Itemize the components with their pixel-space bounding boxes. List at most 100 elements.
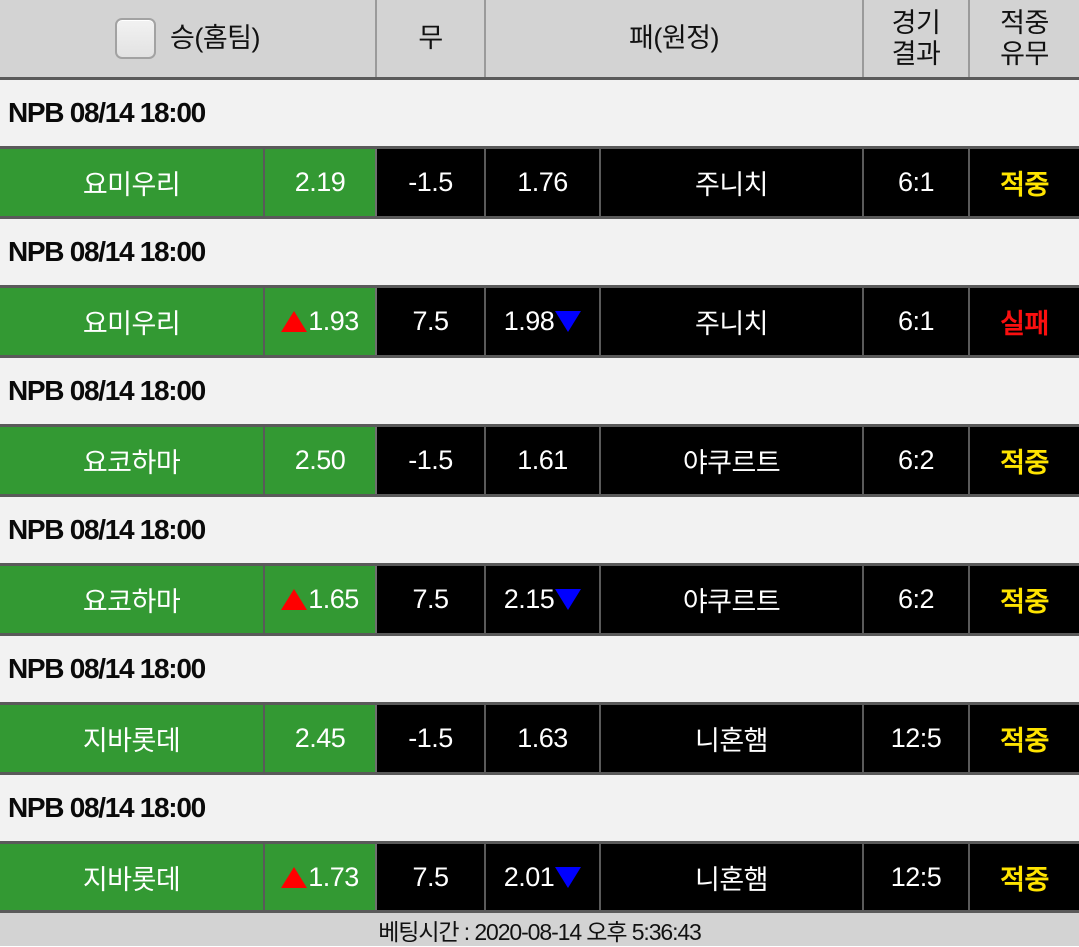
away-odds-cell[interactable]: 1.61	[486, 427, 601, 494]
away-odds-cell[interactable]: 1.63	[486, 705, 601, 772]
home-odds-value: 2.50	[294, 445, 346, 475]
match-header: NPB 08/14 18:00	[0, 775, 1079, 844]
hit-status-badge: 적중	[1000, 865, 1049, 895]
home-odds-cell[interactable]: 2.19	[265, 149, 377, 216]
handicap-cell: -1.5	[377, 427, 486, 494]
bet-row[interactable]: 요코하마 2.50 -1.5 1.61 야쿠르트 6:2 적중	[0, 427, 1079, 497]
hit-status-cell: 실패	[970, 288, 1079, 355]
match-header: NPB 08/14 18:00	[0, 497, 1079, 566]
handicap-value: 7.5	[412, 862, 449, 892]
handicap-value: -1.5	[408, 723, 453, 753]
away-odds-cell[interactable]: 1.98	[486, 288, 601, 355]
score-value: 6:1	[897, 167, 935, 197]
score-value: 6:2	[897, 584, 935, 614]
bet-row[interactable]: 요미우리 2.19 -1.5 1.76 주니치 6:1 적중	[0, 149, 1079, 219]
score-cell: 6:2	[864, 427, 970, 494]
hit-status-cell: 적중	[970, 149, 1079, 216]
score-value: 6:1	[897, 306, 935, 336]
hit-status-cell: 적중	[970, 566, 1079, 633]
handicap-value: -1.5	[408, 167, 453, 197]
away-odds-value: 1.98	[503, 306, 555, 336]
home-odds-wrap: 1.93	[281, 306, 359, 337]
column-header-draw-label: 무	[418, 23, 443, 54]
away-team-name: 주니치	[694, 170, 769, 200]
column-header-result-line2: 결과	[891, 38, 941, 69]
home-team-cell[interactable]: 요미우리	[0, 149, 265, 216]
home-odds-value: 1.65	[308, 584, 359, 614]
home-team-cell[interactable]: 요미우리	[0, 288, 265, 355]
match-header: NPB 08/14 18:00	[0, 358, 1079, 427]
away-team-cell[interactable]: 니혼햄	[601, 705, 864, 772]
bet-row[interactable]: 지바롯데 2.45 -1.5 1.63 니혼햄 12:5 적중	[0, 705, 1079, 775]
away-odds-value: 1.76	[517, 167, 568, 197]
trend-down-icon	[555, 311, 582, 332]
bet-list: NPB 08/14 18:00 요미우리 2.19 -1.5 1.76 주니치 6:1 적중 N…	[0, 80, 1079, 910]
away-odds-value: 2.15	[503, 584, 555, 614]
home-team-name: 요코하마	[82, 448, 181, 478]
home-team-cell[interactable]: 지바롯데	[0, 705, 265, 772]
match-header: NPB 08/14 18:00	[0, 219, 1079, 288]
away-team-cell[interactable]: 니혼햄	[601, 844, 864, 910]
footer-bar: 베팅시간 : 2020-08-14 오후 5:36:43	[0, 910, 1079, 946]
home-odds-wrap: 1.65	[281, 584, 359, 615]
hit-status-badge: 적중	[1000, 170, 1049, 200]
home-team-name: 요코하마	[82, 587, 181, 617]
away-odds-wrap: 2.15	[504, 584, 582, 615]
bet-row[interactable]: 지바롯데 1.73 7.5 2.01 니혼햄 12:5 적중	[0, 844, 1079, 910]
home-odds-value: 1.73	[308, 862, 359, 892]
home-odds-value: 1.93	[308, 306, 359, 336]
handicap-cell: 7.5	[377, 566, 486, 633]
column-header-lose-label: 패(원정)	[628, 23, 720, 54]
score-value: 12:5	[890, 723, 942, 753]
column-header-lose: 패(원정)	[486, 0, 864, 77]
away-odds-cell[interactable]: 2.15	[486, 566, 601, 633]
away-team-name: 니혼햄	[694, 865, 769, 895]
away-odds-wrap: 1.61	[517, 445, 568, 476]
home-odds-cell[interactable]: 2.45	[265, 705, 377, 772]
away-odds-cell[interactable]: 2.01	[486, 844, 601, 910]
home-team-cell[interactable]: 지바롯데	[0, 844, 265, 910]
table-header-row: 승(홈팀) 무 패(원정) 경기 결과 적중 유무	[0, 0, 1079, 80]
home-team-cell[interactable]: 요코하마	[0, 427, 265, 494]
away-team-name: 주니치	[694, 309, 769, 339]
bet-row[interactable]: 요미우리 1.93 7.5 1.98 주니치 6:1 실패	[0, 288, 1079, 358]
home-odds-wrap: 2.45	[295, 723, 346, 754]
away-team-cell[interactable]: 주니치	[601, 149, 864, 216]
match-title: NPB 08/14 18:00	[8, 236, 206, 267]
score-cell: 6:1	[864, 288, 970, 355]
score-cell: 6:1	[864, 149, 970, 216]
bet-row[interactable]: 요코하마 1.65 7.5 2.15 야쿠르트 6:2 적중	[0, 566, 1079, 636]
select-all-checkbox[interactable]	[114, 18, 156, 59]
handicap-cell: -1.5	[377, 705, 486, 772]
home-team-name: 지바롯데	[82, 865, 181, 895]
score-value: 6:2	[897, 445, 935, 475]
score-cell: 6:2	[864, 566, 970, 633]
away-odds-wrap: 2.01	[504, 862, 582, 893]
hit-status-badge: 적중	[1000, 726, 1049, 756]
away-odds-cell[interactable]: 1.76	[486, 149, 601, 216]
home-odds-cell[interactable]: 1.93	[265, 288, 377, 355]
home-team-name: 요미우리	[82, 170, 181, 200]
handicap-cell: -1.5	[377, 149, 486, 216]
hit-status-cell: 적중	[970, 427, 1079, 494]
away-team-cell[interactable]: 야쿠르트	[601, 566, 864, 633]
hit-status-badge: 적중	[1000, 448, 1049, 478]
home-odds-wrap: 2.19	[295, 167, 346, 198]
home-odds-cell[interactable]: 1.73	[265, 844, 377, 910]
score-cell: 12:5	[864, 844, 970, 910]
away-team-name: 니혼햄	[694, 726, 769, 756]
handicap-cell: 7.5	[377, 844, 486, 910]
match-title: NPB 08/14 18:00	[8, 375, 206, 406]
away-team-cell[interactable]: 주니치	[601, 288, 864, 355]
match-title: NPB 08/14 18:00	[8, 97, 206, 128]
match-title: NPB 08/14 18:00	[8, 514, 206, 545]
home-odds-cell[interactable]: 1.65	[265, 566, 377, 633]
away-odds-wrap: 1.98	[504, 306, 582, 337]
column-header-hit-label: 적중 유무	[1000, 8, 1049, 68]
home-team-cell[interactable]: 요코하마	[0, 566, 265, 633]
away-team-cell[interactable]: 야쿠르트	[601, 427, 864, 494]
score-value: 12:5	[890, 862, 942, 892]
away-odds-value: 2.01	[503, 862, 555, 892]
score-cell: 12:5	[864, 705, 970, 772]
home-odds-cell[interactable]: 2.50	[265, 427, 377, 494]
